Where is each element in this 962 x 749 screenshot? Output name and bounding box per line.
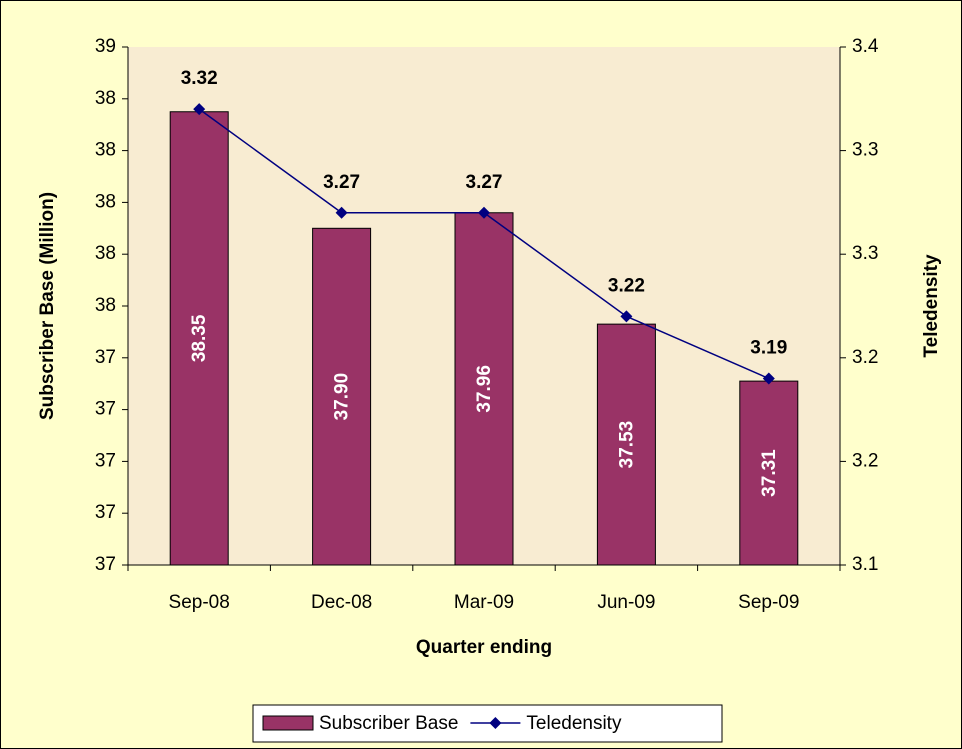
y-tick-label: 37: [95, 347, 116, 368]
x-tick-label: Dec-08: [311, 592, 372, 613]
x-axis-title: Quarter ending: [416, 637, 552, 658]
line-value-label: 3.19: [750, 338, 787, 359]
bar: [596, 323, 656, 566]
line-value-label: 3.32: [181, 68, 218, 89]
legend-marker: [489, 717, 502, 729]
y-tick-label: 37: [95, 502, 116, 523]
line-marker: [478, 206, 490, 219]
y-tick-label: 37: [95, 554, 116, 575]
x-tick-label: Sep-08: [169, 592, 230, 613]
x-tick-label: Sep-09: [738, 592, 799, 613]
y-tick-label: 39: [95, 36, 116, 57]
y2-tick-label: 3.1: [852, 554, 878, 575]
y2-tick-label: 3.3: [852, 140, 878, 161]
x-tick-label: Jun-09: [597, 592, 655, 613]
legend-swatch: [262, 715, 314, 731]
bar: [739, 380, 799, 566]
bar-value-label: 37.53: [616, 421, 637, 469]
x-tick-label: Mar-09: [454, 592, 514, 613]
line-marker: [335, 206, 348, 219]
y-tick-label: 37: [95, 399, 116, 420]
y2-tick-label: 3.2: [852, 450, 878, 471]
bar-value-label: 37.90: [332, 373, 353, 421]
line-marker: [620, 310, 633, 323]
y-tick-label: 38: [95, 88, 116, 109]
bar: [169, 111, 229, 566]
y2-axis-title: Teledensity: [921, 254, 942, 358]
line-value-label: 3.27: [323, 172, 360, 193]
y-tick-label: 38: [95, 295, 116, 316]
line-marker: [193, 103, 206, 116]
y-tick-label: 38: [95, 243, 116, 264]
y2-tick-label: 3.2: [852, 347, 878, 368]
line-marker: [762, 372, 775, 385]
bar-value-label: 37.31: [759, 449, 780, 497]
bar: [312, 227, 372, 566]
y-tick-label: 38: [95, 140, 116, 161]
bar: [454, 212, 514, 566]
y-axis-title: Subscriber Base (Million): [37, 192, 58, 420]
y-tick-label: 38: [95, 191, 116, 212]
line-value-label: 3.22: [608, 275, 645, 296]
legend-label: Subscriber Base: [319, 713, 458, 734]
line-value-label: 3.27: [466, 172, 503, 193]
y2-tick-label: 3.3: [852, 243, 878, 264]
y2-tick-label: 3.4: [852, 36, 879, 57]
legend-label: Teledensity: [526, 713, 622, 734]
bar-value-label: 38.35: [189, 314, 210, 362]
y-tick-label: 37: [95, 450, 116, 471]
bar-value-label: 37.96: [474, 365, 495, 413]
